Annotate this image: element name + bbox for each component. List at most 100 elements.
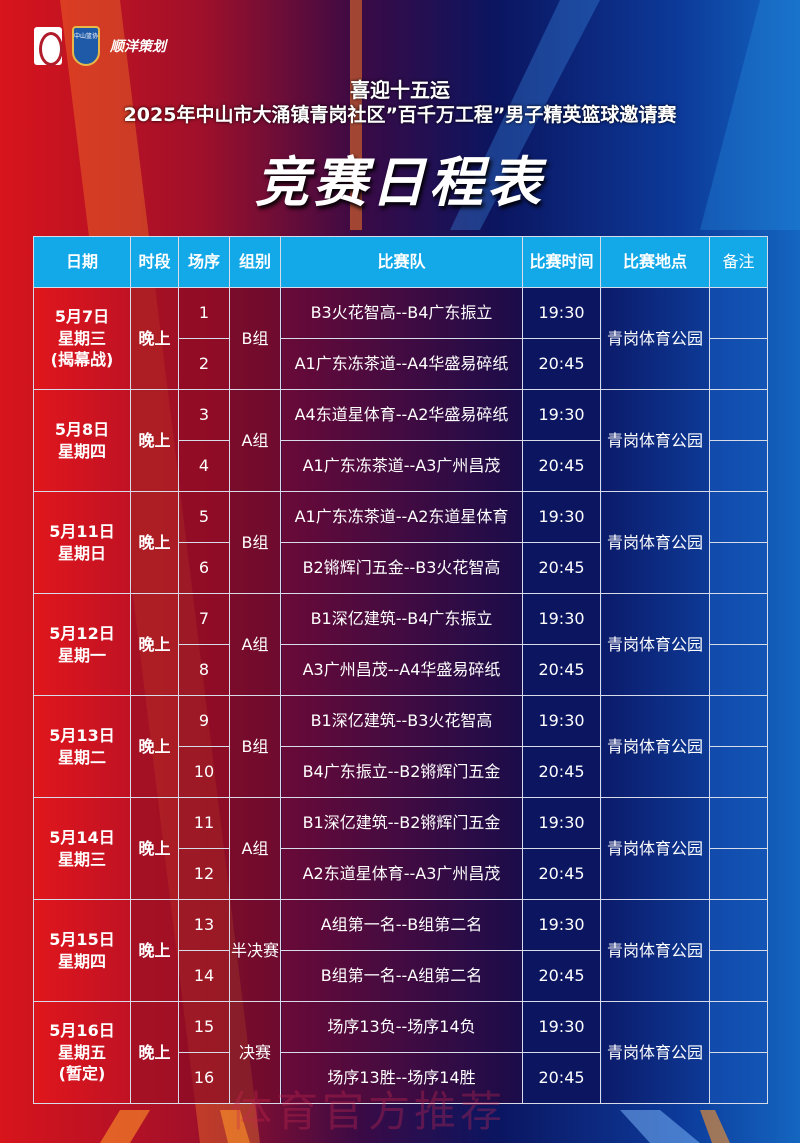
teams-cell: A组第一名--B组第二名 bbox=[280, 899, 523, 951]
time-cell: 20:45 bbox=[522, 542, 601, 594]
remark-cell bbox=[709, 899, 768, 951]
group-cell: A组 bbox=[229, 389, 281, 492]
game-number: 11 bbox=[178, 797, 230, 849]
group-cell: A组 bbox=[229, 797, 281, 900]
venue-cell: 青岗体育公园 bbox=[600, 389, 710, 492]
teams-cell: B1深亿建筑--B2锵辉门五金 bbox=[280, 797, 523, 849]
game-number: 6 bbox=[178, 542, 230, 594]
date-line: 5月13日 bbox=[49, 725, 115, 745]
time-cell: 20:45 bbox=[522, 950, 601, 1002]
game-number: 13 bbox=[178, 899, 230, 951]
column-header: 比赛时间 bbox=[522, 236, 601, 288]
date-cell: 5月15日 星期四 bbox=[33, 899, 131, 1002]
teams-cell: A1广东冻茶道--A3广州昌茂 bbox=[280, 440, 523, 492]
column-header: 备注 bbox=[709, 236, 768, 288]
venue-cell: 青岗体育公园 bbox=[600, 899, 710, 1002]
remark-cell bbox=[709, 746, 768, 798]
time-cell: 20:45 bbox=[522, 440, 601, 492]
column-header: 比赛地点 bbox=[600, 236, 710, 288]
column-header: 时段 bbox=[130, 236, 179, 288]
game-number: 15 bbox=[178, 1001, 230, 1053]
game-number: 9 bbox=[178, 695, 230, 747]
shunyang-planning-logo: 顺洋策划 bbox=[110, 39, 166, 55]
time-cell: 19:30 bbox=[522, 491, 601, 543]
event-title: 2025年中山市大涌镇青岗社区”百千万工程”男子精英篮球邀请赛 bbox=[123, 104, 677, 126]
time-cell: 20:45 bbox=[522, 338, 601, 390]
time-cell: 19:30 bbox=[522, 389, 601, 441]
table-row: 16 场序13胜--场序14胜 20:45 bbox=[34, 1052, 768, 1104]
date-line: 5月8日 bbox=[54, 419, 110, 439]
venue-cell: 青岗体育公园 bbox=[600, 695, 710, 798]
venue-cell: 青岗体育公园 bbox=[600, 593, 710, 696]
remark-cell bbox=[709, 1052, 768, 1104]
time-cell: 19:30 bbox=[522, 695, 601, 747]
date-cell: 5月11日 星期日 bbox=[33, 491, 131, 594]
group-cell: 半决赛 bbox=[229, 899, 281, 1002]
page-title: 竞赛日程表 bbox=[255, 151, 545, 214]
table-row: 5月7日 星期三 (揭幕战) 晚上 1 B组 B3火花智高--B4广东振立 19:30 青岗体育… bbox=[33, 287, 768, 390]
game-number: 5 bbox=[178, 491, 230, 543]
date-line: 星期四 bbox=[57, 951, 106, 971]
remark-cell bbox=[709, 389, 768, 441]
date-line: 5月11日 bbox=[49, 521, 115, 541]
date-line: 5月14日 bbox=[49, 827, 115, 847]
period-cell: 晚上 bbox=[130, 797, 179, 900]
table-row: 14 B组第一名--A组第二名 20:45 bbox=[34, 950, 768, 1002]
game-number: 8 bbox=[178, 644, 230, 696]
date-line: 星期一 bbox=[57, 645, 106, 665]
date-line: 星期三 bbox=[57, 849, 106, 869]
table-row: 2 A1广东冻茶道--A4华盛易碎纸 20:45 bbox=[34, 338, 768, 390]
period-cell: 晚上 bbox=[130, 899, 179, 1002]
column-header: 组别 bbox=[229, 236, 281, 288]
period-cell: 晚上 bbox=[130, 593, 179, 696]
date-cell: 5月16日 星期五 (暂定) bbox=[33, 1001, 131, 1104]
group-cell: B组 bbox=[229, 287, 281, 390]
remark-cell bbox=[709, 848, 768, 900]
game-number: 14 bbox=[178, 950, 230, 1002]
date-line: 星期四 bbox=[57, 441, 106, 461]
date-line: 星期日 bbox=[57, 543, 106, 563]
date-cell: 5月7日 星期三 (揭幕战) bbox=[33, 287, 131, 390]
remark-cell bbox=[709, 593, 768, 645]
teams-cell: 场序13负--场序14负 bbox=[280, 1001, 523, 1053]
remark-cell bbox=[709, 1001, 768, 1053]
group-cell: B组 bbox=[229, 695, 281, 798]
period-cell: 晚上 bbox=[130, 695, 179, 798]
period-cell: 晚上 bbox=[130, 389, 179, 492]
community-logo bbox=[34, 27, 63, 66]
remark-cell bbox=[709, 950, 768, 1002]
date-line: 5月15日 bbox=[49, 929, 115, 949]
table-row: 5月16日 星期五 (暂定) 晚上 15 决赛 场序13负--场序14负 19:30 青岗体育公… bbox=[33, 1001, 768, 1104]
teams-cell: A1广东冻茶道--A2东道星体育 bbox=[280, 491, 523, 543]
game-number: 2 bbox=[178, 338, 230, 390]
game-number: 1 bbox=[178, 287, 230, 339]
teams-cell: B2锵辉门五金--B3火花智高 bbox=[280, 542, 523, 594]
zhongshan-basketball-logo: 中山篮协 bbox=[72, 26, 100, 66]
teams-cell: 场序13胜--场序14胜 bbox=[280, 1052, 523, 1104]
period-cell: 晚上 bbox=[130, 1001, 179, 1104]
remark-cell bbox=[709, 338, 768, 390]
teams-cell: B1深亿建筑--B3火花智高 bbox=[280, 695, 523, 747]
column-header: 比赛队 bbox=[280, 236, 523, 288]
date-line: 星期三 bbox=[57, 328, 106, 348]
date-cell: 5月14日 星期三 bbox=[33, 797, 131, 900]
remark-cell bbox=[709, 644, 768, 696]
logo-group: 中山篮协 顺洋策划 bbox=[34, 26, 166, 66]
column-header: 场序 bbox=[178, 236, 230, 288]
table-header-row: 日期 时段 场序 组别 比赛队 比赛时间 比赛地点 备注 bbox=[33, 236, 768, 288]
time-cell: 19:30 bbox=[522, 287, 601, 339]
time-cell: 20:45 bbox=[522, 848, 601, 900]
watermark: 体育官方推荐 bbox=[230, 1087, 507, 1136]
time-cell: 19:30 bbox=[522, 899, 601, 951]
table-row: 5月13日 星期二 晚上 9 B组 B1深亿建筑--B3火花智高 19:30 青岗体育公园 bbox=[33, 695, 768, 798]
group-cell: B组 bbox=[229, 491, 281, 594]
remark-cell bbox=[709, 797, 768, 849]
game-number: 4 bbox=[178, 440, 230, 492]
group-cell: 决赛 bbox=[229, 1001, 281, 1104]
date-line: 星期二 bbox=[57, 747, 106, 767]
teams-cell: B4广东振立--B2锵辉门五金 bbox=[280, 746, 523, 798]
group-cell: A组 bbox=[229, 593, 281, 696]
remark-cell bbox=[709, 491, 768, 543]
date-line: 星期五 bbox=[57, 1042, 106, 1062]
time-cell: 20:45 bbox=[522, 644, 601, 696]
